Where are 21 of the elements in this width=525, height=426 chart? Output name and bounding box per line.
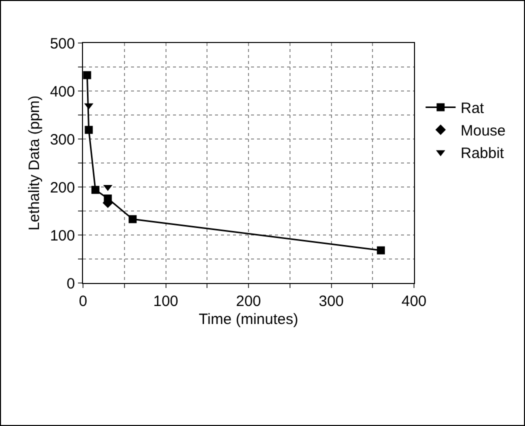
legend-label: Mouse [460, 122, 506, 140]
x-tick-label: 400 [401, 293, 427, 310]
x-tick-label: 200 [236, 293, 262, 310]
x-tick-label: 300 [318, 293, 344, 310]
x-axis-title: Time (minutes) [198, 311, 298, 328]
y-tick-label: 300 [50, 131, 75, 148]
y-tick-label: 100 [50, 227, 75, 244]
point [91, 186, 100, 194]
legend-label: Rabbit [460, 145, 505, 162]
y-tick-label: 0 [66, 275, 75, 292]
y-tick-label: 400 [50, 83, 75, 100]
point [128, 215, 137, 224]
y-tick-label: 200 [50, 179, 75, 196]
y-axis-title: Lethality Data (ppm) [26, 95, 44, 231]
x-tick-label: 0 [78, 293, 88, 310]
x-tick-label: 100 [153, 293, 178, 310]
point [84, 126, 93, 134]
point [376, 246, 385, 254]
point [83, 71, 92, 80]
y-tick-label: 500 [50, 35, 75, 52]
legend-label: Rat [460, 100, 485, 118]
